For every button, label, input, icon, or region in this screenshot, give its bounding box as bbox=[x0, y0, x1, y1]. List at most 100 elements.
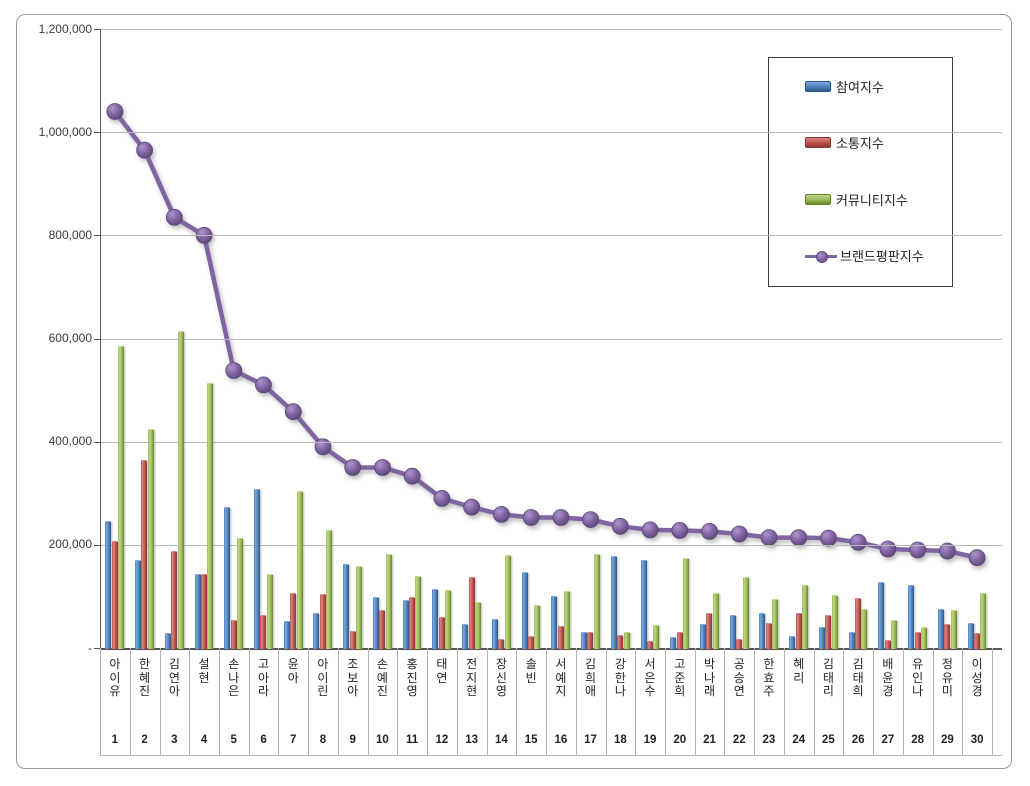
bar-communication bbox=[200, 573, 207, 649]
category-cell: 유 인 나 28 bbox=[903, 648, 933, 755]
category-rank-label: 14 bbox=[494, 734, 508, 746]
category-rank-label: 6 bbox=[260, 734, 267, 746]
category-separator bbox=[397, 648, 399, 755]
bar-participation bbox=[670, 637, 677, 649]
category-separator bbox=[218, 648, 220, 755]
brand-line-marker bbox=[790, 529, 808, 547]
bar-community bbox=[831, 594, 838, 649]
category-rank-label: 11 bbox=[406, 734, 419, 746]
category-rank-label: 17 bbox=[584, 734, 597, 746]
bar-community bbox=[772, 598, 779, 649]
category-rank-label: 1 bbox=[111, 734, 119, 746]
brand-line-marker bbox=[849, 533, 867, 551]
bar-communication bbox=[438, 617, 445, 649]
bar-communication bbox=[884, 640, 891, 649]
category-rank-label: 5 bbox=[230, 734, 237, 746]
brand-line-marker bbox=[255, 376, 272, 394]
category-cell: 서 은 수 19 bbox=[635, 648, 665, 755]
bar-participation bbox=[640, 560, 647, 649]
bar-participation bbox=[224, 506, 231, 649]
bar-participation bbox=[551, 595, 558, 649]
bar-communication bbox=[676, 632, 683, 649]
category-separator bbox=[189, 648, 191, 755]
brand-line-marker bbox=[909, 541, 927, 559]
y-axis-tick-label: 400,000 bbox=[48, 434, 92, 449]
bar-communication bbox=[855, 598, 861, 649]
bar-communication bbox=[617, 634, 624, 649]
bar-participation bbox=[372, 596, 379, 649]
category-separator bbox=[159, 648, 161, 755]
category-rank-label: 30 bbox=[970, 734, 984, 746]
y-axis-tick-label: - bbox=[88, 640, 92, 655]
legend-item: 참여지수 bbox=[805, 76, 884, 96]
category-separator bbox=[278, 648, 280, 755]
category-separator bbox=[367, 648, 369, 755]
category-rank-label: 19 bbox=[643, 734, 657, 746]
y-axis-tick bbox=[94, 29, 100, 30]
category-cell: 장 신 영 14 bbox=[487, 648, 517, 755]
category-separator bbox=[843, 648, 845, 755]
brand-line-marker bbox=[879, 540, 897, 558]
category-rank-label: 10 bbox=[376, 734, 389, 746]
category-rank-label: 13 bbox=[465, 734, 479, 746]
bar-communication bbox=[646, 641, 653, 649]
legend-swatch-participation bbox=[805, 80, 831, 92]
bar-participation bbox=[729, 615, 736, 649]
category-cell: 박 나 래 21 bbox=[695, 648, 725, 755]
bar-communication bbox=[171, 551, 178, 649]
category-separator bbox=[456, 648, 458, 755]
legend-item-label: 참여지수 bbox=[836, 79, 884, 95]
bar-community bbox=[385, 553, 392, 649]
bar-communication bbox=[973, 632, 980, 649]
y-axis-tick bbox=[94, 441, 100, 443]
category-cell: 솔 빈 15 bbox=[516, 648, 546, 755]
brand-line-marker bbox=[611, 517, 629, 535]
bar-participation bbox=[581, 631, 587, 649]
bar-participation bbox=[610, 555, 617, 649]
bar-community bbox=[237, 538, 243, 649]
bar-participation bbox=[848, 631, 855, 649]
category-separator bbox=[664, 648, 666, 755]
category-rank-label: 7 bbox=[290, 734, 297, 746]
category-rank-label: 24 bbox=[792, 734, 806, 746]
bar-communication bbox=[587, 631, 594, 649]
bar-community bbox=[534, 605, 541, 649]
bar-participation bbox=[343, 563, 350, 649]
bar-community bbox=[742, 577, 749, 649]
brand-line-marker bbox=[136, 141, 153, 159]
legend: 참여지수 소통지수 커뮤니티지수 브랜드평판지수 bbox=[768, 57, 953, 287]
category-separator bbox=[902, 648, 904, 755]
bar-participation bbox=[878, 581, 885, 649]
bar-community bbox=[177, 330, 184, 649]
bar-communication bbox=[944, 623, 951, 649]
bar-participation bbox=[967, 622, 974, 649]
bar-community bbox=[415, 575, 422, 649]
bar-participation bbox=[402, 599, 409, 649]
bar-communication bbox=[527, 636, 534, 649]
brand-line-marker bbox=[701, 522, 718, 540]
legend-item: 소통지수 bbox=[805, 133, 884, 153]
bar-participation bbox=[194, 573, 201, 649]
category-separator bbox=[754, 648, 756, 755]
y-axis-line bbox=[100, 29, 101, 648]
y-axis-tick bbox=[94, 132, 100, 134]
category-cell: 공 승 연 22 bbox=[724, 648, 754, 755]
brand-line-marker bbox=[820, 529, 837, 547]
bar-community bbox=[118, 346, 125, 649]
category-rank-label: 27 bbox=[881, 734, 895, 746]
x-axis-line bbox=[100, 648, 1002, 650]
category-rank-label: 15 bbox=[524, 734, 538, 746]
